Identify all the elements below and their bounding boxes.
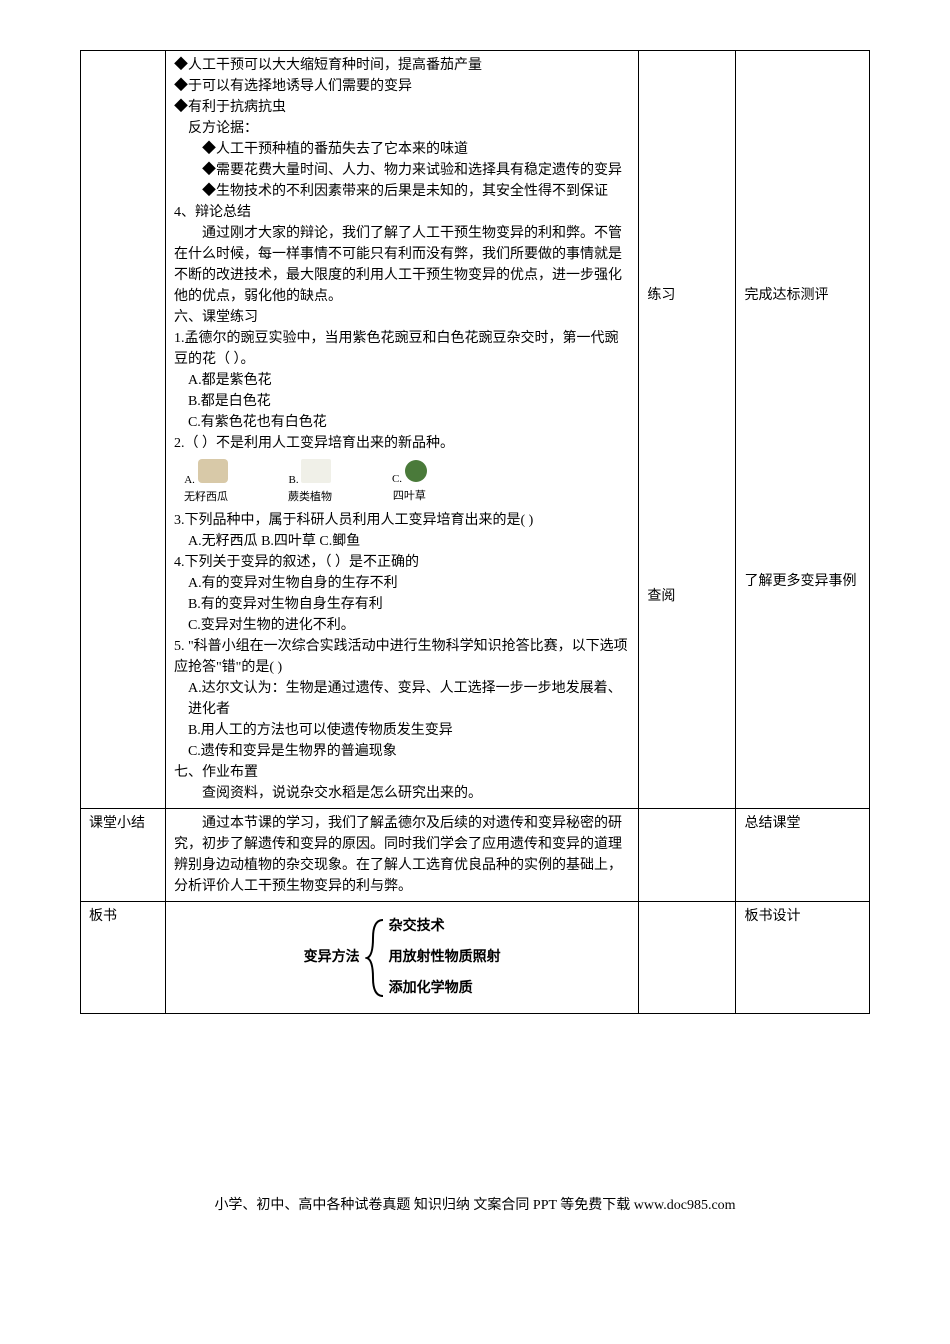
row1-content: ◆人工干预可以大大缩短育种时间，提高番茄产量 ◆于可以有选择地诱导人们需要的变异… [165, 51, 638, 809]
diagram-item-2: 用放射性物质照射 [389, 947, 501, 968]
col4-assessment: 完成达标测评 [744, 285, 861, 306]
q2-image-row: A. 无籽西瓜 B. 蕨类植物 C. 四叶草 [174, 459, 630, 505]
section4-title: 4、辩论总结 [174, 202, 630, 223]
row1-col3: 练习 查阅 [639, 51, 736, 809]
q2-label-b: B. [289, 474, 299, 486]
q2-caption-a: 无籽西瓜 [184, 489, 228, 506]
table-row: 板书 变异方法 杂交技术 用放射性物质照射 添加化学物质 [81, 902, 870, 1014]
question-2: 2.（ ）不是利用人工变异培育出来的新品种。 [174, 433, 630, 454]
diagram-item-3: 添加化学物质 [389, 978, 501, 999]
clover-icon [405, 460, 427, 482]
col4-examples: 了解更多变异事例 [744, 571, 861, 592]
q2-caption-b: 蕨类植物 [288, 489, 332, 506]
row3-diagram: 变异方法 杂交技术 用放射性物质照射 添加化学物质 [165, 902, 638, 1014]
section6-title: 六、课堂练习 [174, 307, 630, 328]
q2-caption-c: 四叶草 [393, 488, 426, 505]
q1-option-c: C.有紫色花也有白色花 [188, 412, 630, 433]
pro-item: ◆于可以有选择地诱导人们需要的变异 [174, 76, 630, 97]
q2-label-c: C. [392, 473, 402, 485]
question-3: 3.下列品种中，属于科研人员利用人工变异培育出来的是( ) [174, 510, 630, 531]
col3-practice: 练习 [647, 285, 727, 306]
pro-item: ◆人工干预可以大大缩短育种时间，提高番茄产量 [174, 55, 630, 76]
col3-lookup: 查阅 [647, 586, 727, 607]
section7-body: 查阅资料，说说杂交水稻是怎么研究出来的。 [174, 783, 630, 804]
melon-icon [198, 459, 228, 483]
q4-option-a: A.有的变异对生物自身的生存不利 [188, 573, 630, 594]
pro-item: ◆有利于抗病抗虫 [174, 97, 630, 118]
cons-title: 反方论据： [188, 118, 630, 139]
q2-image-a: A. 无籽西瓜 [184, 459, 228, 505]
con-item: ◆人工干预种植的番茄失去了它本来的味道 [202, 139, 630, 160]
variation-diagram: 变异方法 杂交技术 用放射性物质照射 添加化学物质 [174, 906, 630, 1009]
plant-icon [301, 459, 331, 483]
row2-label: 课堂小结 [81, 809, 166, 902]
table-row: 课堂小结 通过本节课的学习，我们了解孟德尔及后续的对遗传和变异秘密的研究，初步了… [81, 809, 870, 902]
q2-label-a: A. [184, 474, 195, 486]
section7-title: 七、作业布置 [174, 762, 630, 783]
row1-col4: 完成达标测评 了解更多变异事例 [736, 51, 870, 809]
row2-body: 通过本节课的学习，我们了解孟德尔及后续的对遗传和变异秘密的研究，初步了解遗传和变… [165, 809, 638, 902]
row2-col3 [639, 809, 736, 902]
q5-option-c: C.遗传和变异是生物界的普遍现象 [188, 741, 630, 762]
main-table: ◆人工干预可以大大缩短育种时间，提高番茄产量 ◆于可以有选择地诱导人们需要的变异… [80, 50, 870, 1014]
question-1: 1.孟德尔的豌豆实验中，当用紫色花豌豆和白色花豌豆杂交时，第一代豌豆的花（ ）。 [174, 328, 630, 370]
q3-options: A.无籽西瓜 B.四叶草 C.鲫鱼 [188, 531, 630, 552]
row1-col1 [81, 51, 166, 809]
table-row: ◆人工干预可以大大缩短育种时间，提高番茄产量 ◆于可以有选择地诱导人们需要的变异… [81, 51, 870, 809]
page-footer: 小学、初中、高中各种试卷真题 知识归纳 文案合同 PPT 等免费下载 www.d… [80, 1194, 870, 1214]
row3-col3 [639, 902, 736, 1014]
row2-col4: 总结课堂 [736, 809, 870, 902]
question-4: 4.下列关于变异的叙述，（ ）是不正确的 [174, 552, 630, 573]
q4-option-b: B.有的变异对生物自身生存有利 [188, 594, 630, 615]
q1-option-a: A.都是紫色花 [188, 370, 630, 391]
row3-label: 板书 [81, 902, 166, 1014]
con-item: ◆生物技术的不利因素带来的后果是未知的，其安全性得不到保证 [202, 181, 630, 202]
diagram-item-1: 杂交技术 [389, 916, 501, 937]
q1-option-b: B.都是白色花 [188, 391, 630, 412]
question-5: 5. "科普小组在一次综合实践活动中进行生物科学知识抢答比赛，以下选项应抢答"错… [174, 636, 630, 678]
q2-image-b: B. 蕨类植物 [288, 459, 332, 505]
q2-image-c: C. 四叶草 [392, 460, 427, 504]
section4-body: 通过刚才大家的辩论，我们了解了人工干预生物变异的利和弊。不管在什么时候，每一样事… [174, 223, 630, 307]
con-item: ◆需要花费大量时间、人力、物力来试验和选择具有稳定遗传的变异 [202, 160, 630, 181]
brace-icon [365, 918, 389, 998]
row3-col4: 板书设计 [736, 902, 870, 1014]
q5-option-a: A.达尔文认为：生物是通过遗传、变异、人工选择一步一步地发展着、进化者 [188, 678, 630, 720]
page: ◆人工干预可以大大缩短育种时间，提高番茄产量 ◆于可以有选择地诱导人们需要的变异… [0, 0, 950, 1244]
q5-option-b: B.用人工的方法也可以使遗传物质发生变异 [188, 720, 630, 741]
q4-option-c: C.变异对生物的进化不利。 [188, 615, 630, 636]
diagram-left-label: 变异方法 [304, 947, 360, 968]
